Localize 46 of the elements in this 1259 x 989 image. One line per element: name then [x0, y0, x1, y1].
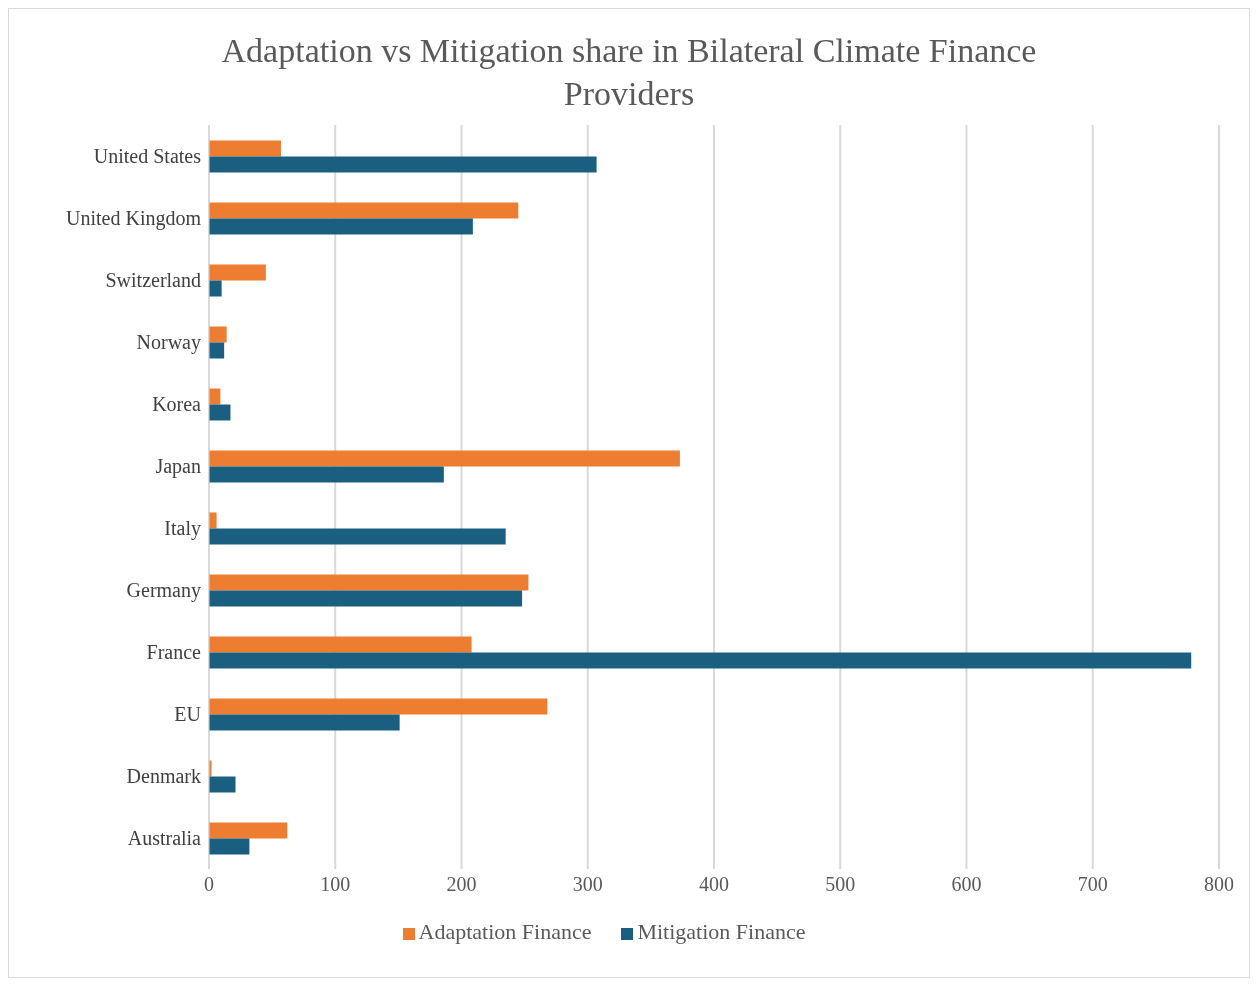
- x-tick-label: 700: [1077, 873, 1108, 896]
- bar: [209, 776, 236, 793]
- bar: [209, 140, 281, 157]
- x-tick-label: 200: [446, 873, 477, 896]
- bar: [209, 714, 400, 731]
- chart-title: Adaptation vs Mitigation share in Bilateral Climate Finance Providers: [220, 31, 1038, 112]
- bar: [209, 326, 227, 343]
- x-tick-label: 400: [699, 873, 729, 896]
- bar: [209, 698, 548, 715]
- y-tick-label: United States: [93, 145, 202, 168]
- y-tick-label: Italy: [164, 517, 201, 541]
- bar: [209, 218, 473, 235]
- legend-label: Adaptation Finance: [418, 919, 592, 944]
- bar: [209, 590, 523, 607]
- bar: [209, 280, 222, 297]
- y-tick-label: United Kingdom: [66, 207, 202, 231]
- bar: [209, 838, 250, 855]
- bar: [209, 450, 680, 467]
- bar: [209, 342, 225, 359]
- y-tick-label: Denmark: [126, 765, 201, 788]
- x-tick-label: 0: [204, 873, 214, 896]
- legend-label: Mitigation Finance: [637, 919, 806, 944]
- y-tick-label: Germany: [126, 579, 201, 603]
- bar: [209, 202, 519, 219]
- y-tick-label: Korea: [152, 393, 202, 416]
- bar: [209, 264, 266, 281]
- y-tick-label: Switzerland: [105, 269, 201, 292]
- bar: [209, 156, 597, 173]
- x-tick-label: 800: [1204, 873, 1234, 896]
- x-tick-label: 300: [572, 873, 603, 896]
- y-tick-label: Norway: [136, 331, 201, 355]
- y-tick-label: EU: [174, 703, 202, 726]
- x-tick-label: 100: [320, 873, 351, 896]
- bar: [209, 404, 231, 421]
- bar: [209, 574, 529, 591]
- bar: [209, 512, 217, 529]
- y-tick-label: Japan: [155, 455, 201, 479]
- bar: [209, 822, 288, 839]
- bar: [209, 528, 506, 545]
- y-tick-label: France: [146, 641, 202, 664]
- bar: [209, 466, 444, 483]
- bar: [209, 636, 472, 653]
- x-tick-label: 500: [825, 873, 856, 896]
- x-tick-label: 600: [951, 873, 982, 896]
- bar: [209, 652, 1192, 669]
- y-tick-label: Australia: [127, 827, 202, 850]
